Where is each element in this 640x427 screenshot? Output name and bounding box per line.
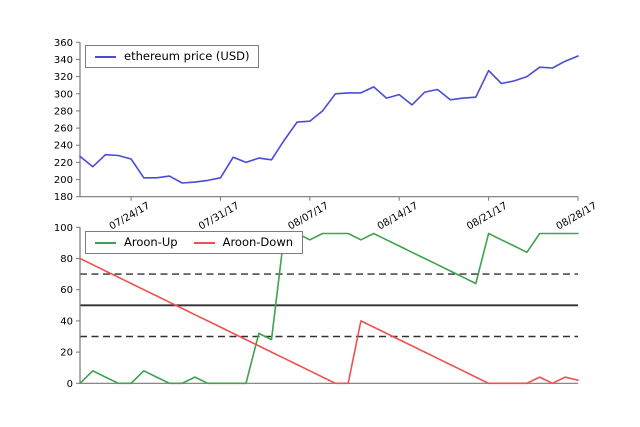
aroon-down-legend-entry: Aroon-Down xyxy=(193,235,294,249)
series-line-1 xyxy=(79,257,579,385)
aroon-down-legend-line-icon xyxy=(193,241,215,244)
y-tick-label: 340 xyxy=(54,55,73,66)
x-tick-label: 07/31/17 xyxy=(197,201,241,233)
aroon-down-legend-label: Aroon-Down xyxy=(222,235,294,249)
aroon-chart: 0 20 40 60 80 100 xyxy=(54,223,579,390)
series-line-0 xyxy=(79,232,579,385)
x-tick-label: 07/24/17 xyxy=(108,201,152,233)
y-tick-label: 220 xyxy=(54,158,73,169)
x-tick-label: 08/21/17 xyxy=(465,201,509,233)
y-tick-label: 0 xyxy=(67,379,73,390)
y-tick-label: 300 xyxy=(54,89,73,100)
aroon-up-legend-label: Aroon-Up xyxy=(124,235,178,249)
y-tick-label: 280 xyxy=(54,106,73,117)
price-legend: ethereum price (USD) xyxy=(85,45,260,68)
y-tick-label: 180 xyxy=(54,192,73,203)
y-tick-label: 60 xyxy=(60,285,73,296)
price-legend-line-icon xyxy=(95,55,116,58)
aroon-up-legend-line-icon xyxy=(95,241,116,244)
x-tick-label: 08/07/17 xyxy=(286,201,330,233)
y-tick-label: 40 xyxy=(60,316,73,327)
price-legend-label: ethereum price (USD) xyxy=(124,49,250,63)
y-tick-label: 320 xyxy=(54,72,73,83)
aroon-legend: Aroon-Up Aroon-Down xyxy=(85,231,304,254)
y-tick-label: 260 xyxy=(54,124,73,135)
y-tick-label: 200 xyxy=(54,175,73,186)
aroon-up-legend-entry: Aroon-Up xyxy=(95,236,178,249)
y-tick-label: 100 xyxy=(54,223,73,234)
y-tick-label: 360 xyxy=(54,38,73,49)
x-tick-label: 08/28/17 xyxy=(555,201,599,233)
y-tick-label: 240 xyxy=(54,141,73,152)
series-line-0 xyxy=(79,55,579,184)
y-tick-label: 20 xyxy=(60,348,73,359)
x-tick-label: 08/14/17 xyxy=(376,201,420,233)
y-tick-label: 80 xyxy=(60,254,73,265)
